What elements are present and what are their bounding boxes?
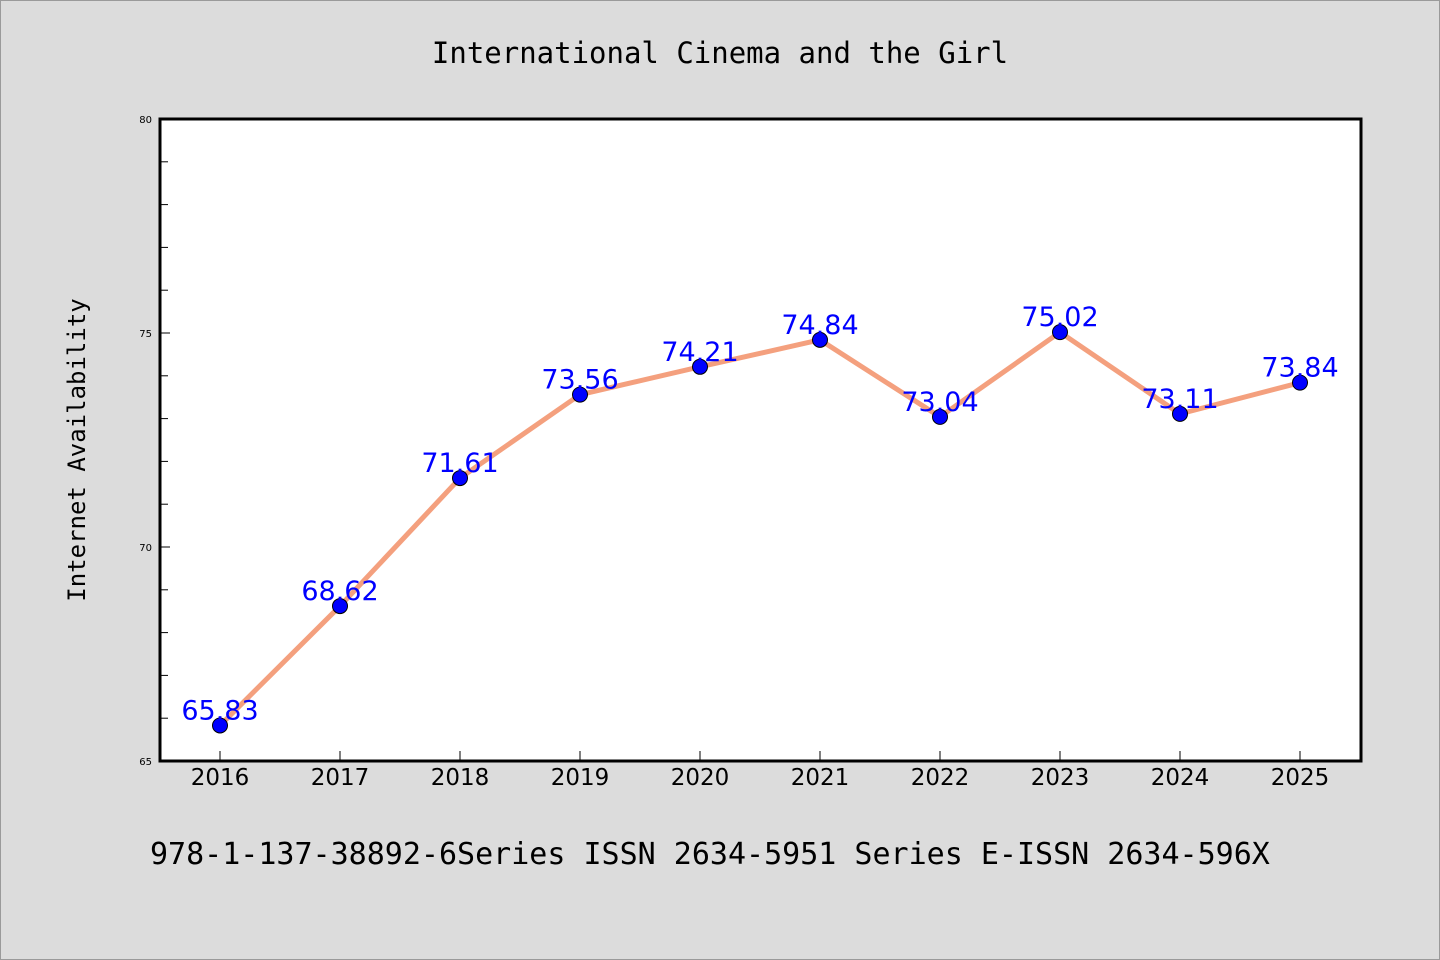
data-label: 73.11 [1141,384,1218,415]
y-tick-label: 80 [139,115,152,126]
plot-area [160,119,1361,761]
y-tick-label: 75 [139,329,152,340]
x-tick-label: 2023 [1031,765,1090,791]
data-labels-layer: 65.83 68.62 71.61 73.56 74.21 74.84 73.04 75.02… [181,302,1338,726]
data-label: 73.04 [901,387,978,418]
y-tick-label: 70 [139,543,152,554]
series-line [217,329,1303,728]
plot-border [158,117,1363,763]
x-tick-label: 2016 [191,765,250,791]
data-label: 74.21 [661,337,738,368]
x-tick-label: 2017 [311,765,370,791]
x-tick-label: 2018 [431,765,490,791]
data-point [572,386,588,403]
data-label: 73.56 [541,365,618,396]
footer-isbn-issn: 978-1-137-38892-6Series ISSN 2634-5951 S… [150,837,1270,872]
data-point [1172,405,1188,422]
y-tick-label: 65 [139,757,152,768]
ticks-layer: 65 70 75 80 2016 2017 2018 2019 2020 2021 2022 2023… [139,115,1329,791]
x-tick-label: 2020 [671,765,730,791]
data-label: 71.61 [421,448,498,479]
data-label: 65.83 [181,695,258,726]
x-tick-label: 2019 [551,765,610,791]
data-point [452,470,468,487]
data-label: 74.84 [781,310,858,341]
data-point [932,408,948,425]
data-point [1052,324,1068,341]
data-point [212,717,228,734]
x-tick-label: 2022 [911,765,970,791]
x-tick-label: 2024 [1151,765,1210,791]
x-tick-label: 2025 [1271,765,1330,791]
x-tick-label: 2021 [791,765,850,791]
data-label: 75.02 [1021,302,1098,333]
data-label: 73.84 [1261,353,1338,384]
y-axis-label: Internet Availability [63,298,91,601]
data-point [332,598,348,615]
data-point [692,358,708,375]
data-point [1292,374,1308,391]
data-point [812,331,828,348]
chart-title: International Cinema and the Girl [432,36,1008,70]
series-layer [212,324,1308,734]
data-label: 68.62 [301,576,378,607]
